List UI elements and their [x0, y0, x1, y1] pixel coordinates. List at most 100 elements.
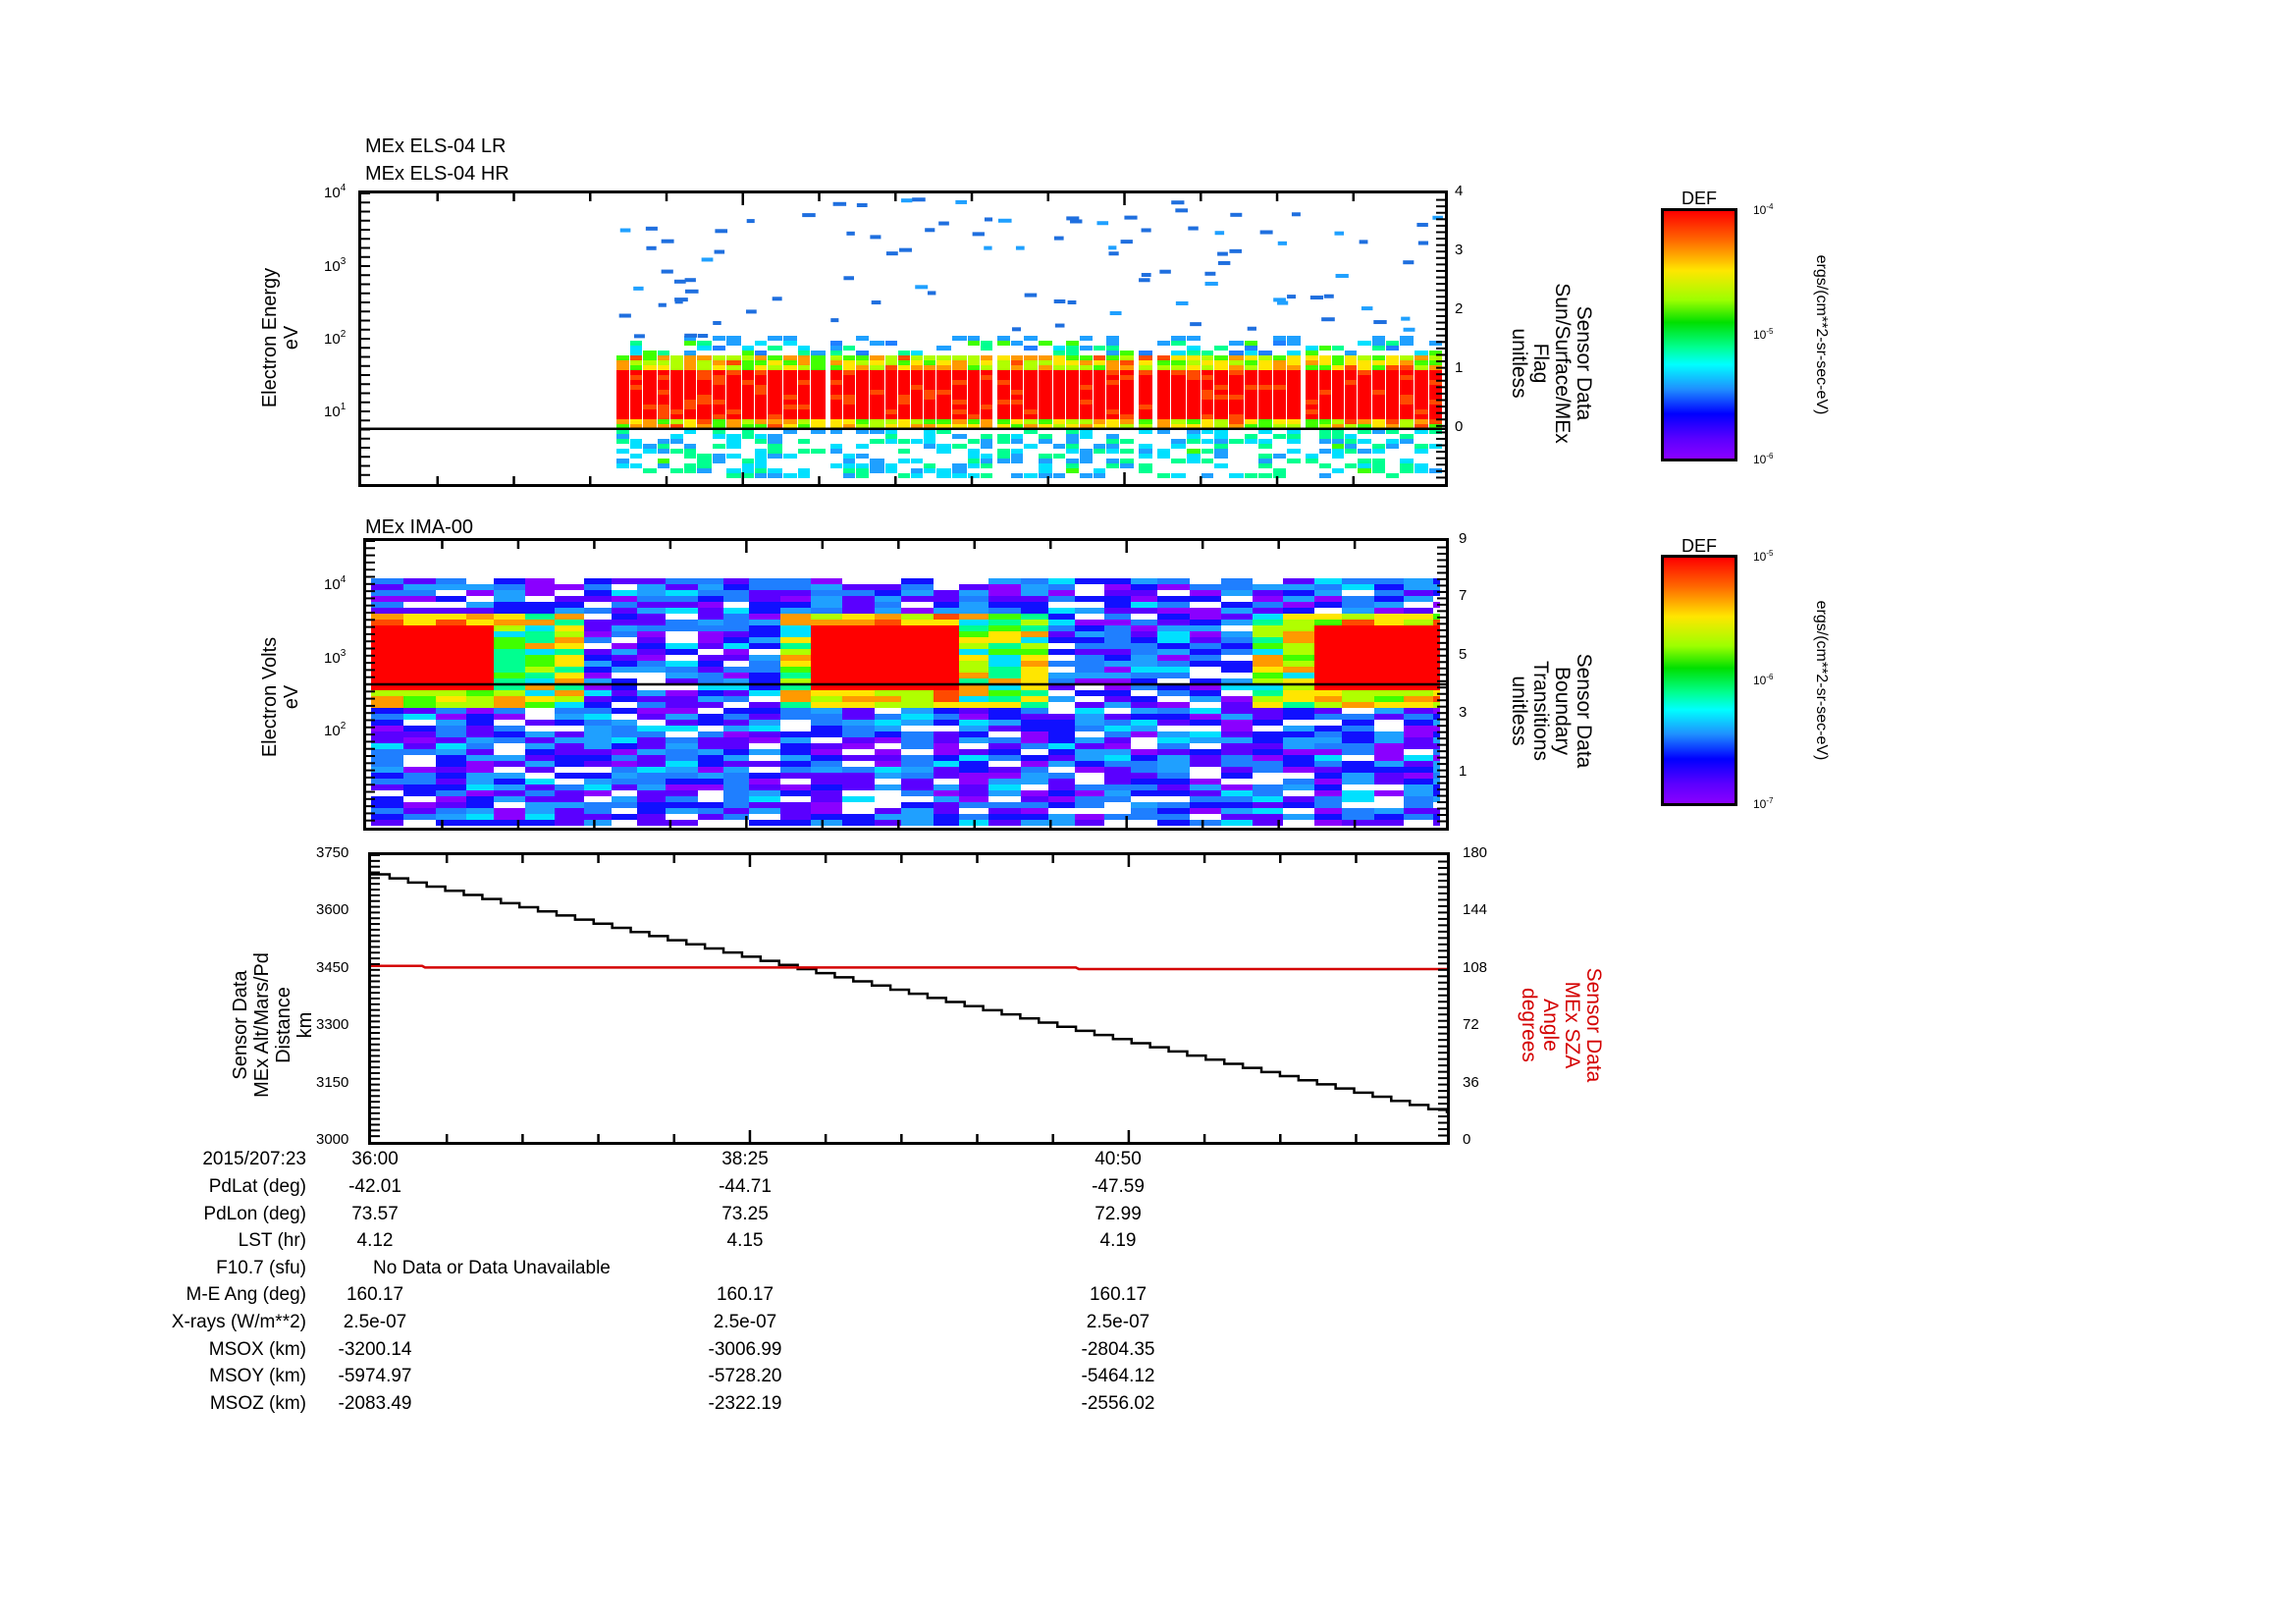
els-cbar-tick-label: 10-6 [1753, 452, 1774, 466]
orbit-lines [371, 855, 1447, 1142]
ima-right-tick-label: 3 [1459, 703, 1468, 721]
els-left-tick-label: 104 [324, 183, 347, 201]
ephemeris-row-label: MSOY (km) [209, 1366, 306, 1387]
ima-spectrogram[interactable] [363, 538, 1449, 831]
ephemeris-value: -2322.19 [708, 1392, 782, 1414]
ima-colorbar-unit: ergs/(cm**2-sr-sec-eV) [1810, 572, 1832, 788]
ephemeris-value: -42.01 [348, 1176, 401, 1197]
ephemeris-value: 72.99 [1095, 1203, 1142, 1224]
ephemeris-value: 160.17 [1089, 1284, 1148, 1306]
ima-colorbar-title: DEF [1682, 536, 1717, 556]
ephemeris-value: -44.71 [719, 1176, 772, 1197]
ima-right-axis-label-line1: Sensor Data [1573, 653, 1595, 769]
ima-cbar-tick-label: 10-5 [1753, 549, 1774, 564]
orbit-right-axis-label-line1: Sensor Data [1582, 967, 1605, 1083]
orbit-left-tick-label: 3300 [316, 1016, 349, 1034]
ephemeris-value: -47.59 [1092, 1176, 1145, 1197]
ephemeris-no-data: No Data or Data Unavailable [373, 1257, 611, 1278]
ima-right-axis-label-line4: unitless [1508, 676, 1530, 746]
els-left-axis-unit: eV [281, 325, 302, 351]
ephemeris-value: 4.12 [356, 1230, 394, 1252]
ephemeris-value: -2804.35 [1081, 1338, 1155, 1360]
els-spectrogram[interactable] [358, 190, 1448, 487]
orbit-left-axis-label-line2: MEx Alt/Mars/Pd [251, 952, 273, 1098]
orbit-right-axis-label-line3: Angle [1539, 999, 1562, 1052]
ephemeris-value: -2083.49 [338, 1392, 412, 1414]
ephemeris-row-label: M-E Ang (deg) [186, 1284, 307, 1306]
els-left-axis-label: Electron Energy eV [259, 230, 302, 446]
orbit-left-axis-label-line3: Distance [273, 987, 294, 1063]
ephemeris-value: -3200.14 [338, 1338, 412, 1360]
els-right-tick-label: 0 [1455, 417, 1464, 435]
els-right-axis-label-line4: unitless [1508, 328, 1530, 399]
orbit-left-tick-label: 3750 [316, 844, 349, 861]
els-spectrogram-image [361, 193, 1445, 484]
els-right-tick-label: 2 [1455, 299, 1464, 317]
orbit-right-axis-label-line4: degrees [1518, 988, 1540, 1062]
els-title-lr: MEx ELS-04 LR [365, 135, 507, 157]
ima-colorbar-unit-text: ergs/(cm**2-sr-sec-eV) [1813, 600, 1830, 761]
ephemeris-value: -3006.99 [708, 1338, 782, 1360]
els-left-tick-label: 101 [324, 401, 347, 420]
ephemeris-row-label: PdLat (deg) [208, 1176, 306, 1197]
ephemeris-row-label: F10.7 (sfu) [216, 1257, 306, 1278]
els-colorbar-title: DEF [1682, 189, 1717, 208]
ephemeris-value: -5464.12 [1081, 1366, 1155, 1387]
orbit-left-axis-label: Sensor Data MEx Alt/Mars/Pd Distance km [230, 907, 316, 1143]
els-colorbar-unit-text: ergs/(cm**2-sr-sec-eV) [1813, 254, 1830, 415]
els-right-tick-label: 1 [1455, 358, 1464, 376]
ima-title: MEx IMA-00 [365, 516, 474, 538]
ima-cbar-tick-label: 10-6 [1753, 673, 1774, 687]
ima-left-tick-label: 104 [324, 574, 347, 594]
ima-right-tick-label: 7 [1459, 586, 1468, 604]
ima-left-tick-label: 102 [324, 721, 347, 740]
orbit-left-tick-label: 3150 [316, 1073, 349, 1091]
ima-spectrogram-image [366, 541, 1446, 828]
els-left-tick-label: 103 [324, 255, 347, 275]
ephemeris-value: 2.5e-07 [1086, 1312, 1150, 1332]
ima-left-axis-label: Electron Volts eV [259, 589, 302, 805]
els-cbar-tick-label: 10-4 [1753, 202, 1774, 217]
ima-colorbar [1661, 555, 1737, 806]
orbit-left-tick-label: 3000 [316, 1131, 349, 1148]
ima-right-tick-label: 1 [1459, 762, 1468, 780]
ephemeris-value: 4.19 [1099, 1230, 1137, 1252]
ephemeris-value: 4.15 [726, 1230, 764, 1252]
els-right-axis-label-line3: Flag [1529, 343, 1552, 384]
ima-right-axis-label-line2: Boundary [1551, 667, 1574, 755]
ephemeris-value: 73.57 [351, 1203, 399, 1224]
ima-left-axis-label-line: Electron Volts [259, 636, 281, 758]
els-right-axis-label: Sensor Data Sun/Surface/MEx Flag unitles… [1508, 265, 1595, 461]
els-left-axis-label-line: Electron Energy [259, 267, 281, 408]
ephemeris-value: 160.17 [346, 1284, 404, 1306]
ephemeris-row-label: X-rays (W/m**2) [171, 1312, 306, 1332]
els-right-axis-label-line1: Sensor Data [1573, 305, 1595, 421]
els-left-tick-label: 102 [324, 328, 347, 348]
els-colorbar-unit: ergs/(cm**2-sr-sec-eV) [1810, 227, 1832, 443]
orbit-right-tick-label: 36 [1463, 1073, 1479, 1091]
orbit-left-axis-label-line1: Sensor Data [230, 970, 251, 1080]
ima-right-tick-label: 5 [1459, 646, 1468, 664]
ephemeris-value: 2.5e-07 [343, 1312, 407, 1332]
els-colorbar [1661, 208, 1737, 461]
els-right-axis-label-line2: Sun/Surface/MEx [1551, 283, 1574, 444]
orbit-left-tick-label: 3450 [316, 958, 349, 976]
orbit-right-tick-label: 0 [1463, 1131, 1471, 1148]
orbit-line-plot[interactable] [368, 852, 1450, 1145]
els-title-hr: MEx ELS-04 HR [365, 163, 509, 185]
ephemeris-row-label: MSOX (km) [208, 1338, 306, 1360]
ephemeris-value: 73.25 [721, 1203, 769, 1224]
ephemeris-value: 2.5e-07 [713, 1312, 777, 1332]
orbit-right-tick-label: 180 [1463, 844, 1488, 861]
ephemeris-value: -5974.97 [338, 1366, 412, 1387]
ima-left-tick-label: 103 [324, 647, 347, 667]
orbit-left-axis-label-line4: km [294, 1011, 316, 1039]
time-tick-2: 40:50 [1095, 1149, 1142, 1169]
ima-right-axis-label: Sensor Data Boundary Transitions unitles… [1508, 622, 1595, 799]
ephemeris-value: -5728.20 [708, 1366, 782, 1387]
ephemeris-row-label: PdLon (deg) [203, 1203, 306, 1224]
ima-right-axis-label-line3: Transitions [1529, 661, 1552, 761]
ephemeris-row-label: LST (hr) [238, 1230, 306, 1252]
time-tick-1: 38:25 [721, 1149, 769, 1169]
els-right-tick-label: 3 [1455, 242, 1464, 259]
